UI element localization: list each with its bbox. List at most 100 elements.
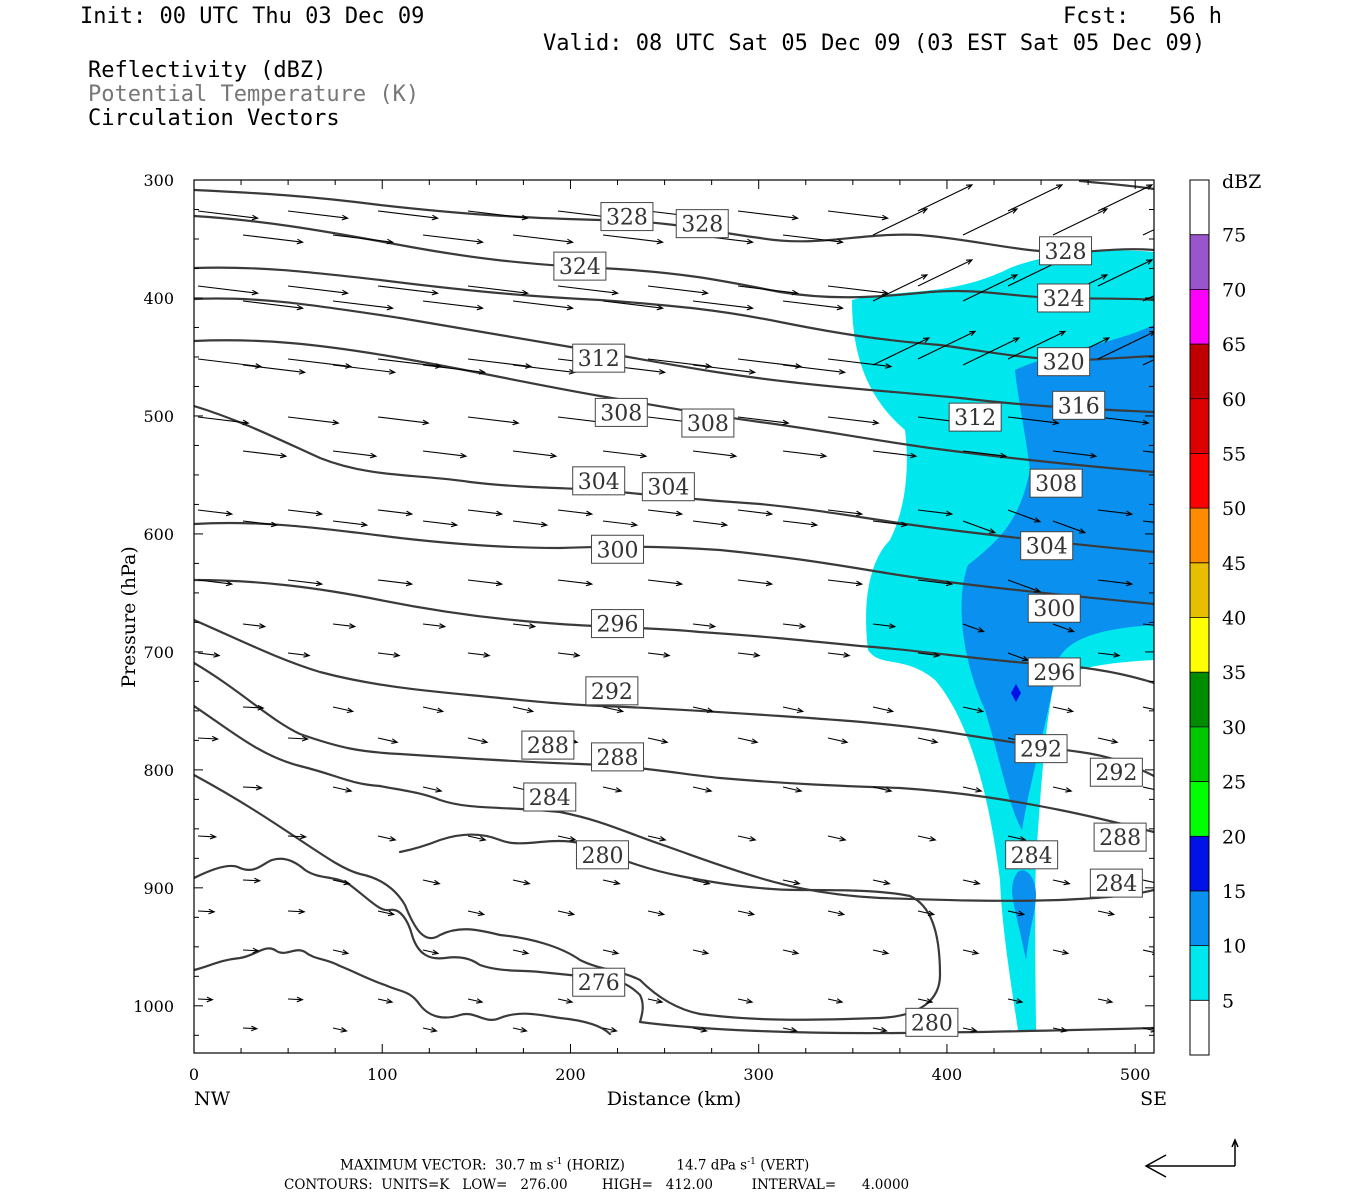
contour-328 [194,188,1154,254]
circulation-vector [332,786,353,793]
contour-280 [194,857,1154,1035]
circulation-vector [1142,786,1154,791]
x-tick-label-500: 500 [1120,1065,1151,1084]
circulation-vector [1007,579,1042,593]
circulation-vector [962,623,985,633]
colorbar-swatch-8 [1190,562,1209,618]
contour-label-308: 308 [1035,472,1077,497]
colorbar-level-35: 35 [1222,662,1246,684]
circulation-vector [1052,450,1098,459]
colorbar-level-50: 50 [1222,498,1246,520]
x-axis-label: Distance (km) [607,1088,742,1110]
circulation-vector [422,949,440,955]
circulation-vector [467,358,533,369]
circulation-vector [827,737,849,744]
circulation-vector [602,879,621,886]
circulation-vector [737,998,754,1004]
circulation-vector [782,623,807,629]
circulation-vector [1142,229,1154,236]
contour-292 [194,661,1154,834]
circulation-vector [287,210,350,221]
circulation-vector [692,786,713,793]
y-tick-label-600: 600 [143,525,174,544]
contour-label-280: 280 [581,844,623,869]
circulation-vector [917,737,939,744]
colorbar-swatch-1 [1190,945,1209,1001]
vert-value: 14.7 dPa s [676,1157,748,1174]
contour-label-276: 276 [578,971,620,996]
circulation-vector [377,998,394,1004]
x-axis-left-end-label: NW [194,1088,231,1110]
colorbar-level-55: 55 [1222,443,1246,465]
circulation-vector [197,735,220,742]
circulation-vector [512,879,531,886]
circulation-vector [512,234,575,245]
circulation-vector [377,579,414,587]
circulation-vector [1097,579,1134,587]
contour-304 [194,521,1154,606]
circulation-vector [962,208,1019,236]
contour-label-box-1 [675,209,729,239]
contour-label-box-9 [594,397,648,427]
circulation-vector [467,652,491,658]
contour-288 [194,704,1154,902]
circulation-vector [872,337,931,366]
contour-label-box-16 [1027,593,1081,623]
circulation-vector [692,364,757,375]
forecast-hour: Fcst: 56 h [1063,4,1222,29]
circulation-vector [692,1027,708,1033]
circulation-vector [1052,706,1075,714]
circulation-vector [1007,416,1060,426]
contour-label-box-13 [641,472,695,502]
y-tick-label-400: 400 [143,289,174,308]
circulation-vector [962,1027,978,1033]
circulation-vector [1052,623,1075,633]
colorbar-level-75: 75 [1222,225,1246,247]
colorbar-swatch-15 [1190,180,1209,235]
circulation-vector [422,786,443,793]
colorbar-swatch-10 [1190,453,1209,509]
contour-312 [194,339,1154,474]
circulation-vector [1142,706,1154,711]
contour-332 [1078,180,1154,191]
circulation-vector [827,998,844,1004]
circulation-vector [827,835,847,842]
circulation-vector [377,358,443,369]
contour-label-box-10 [681,408,735,438]
contour-label-box-2 [1039,236,1093,266]
circulation-vector [467,737,489,744]
contour-300 [194,578,1154,685]
circulation-vector [242,520,279,528]
colorbar-swatch-5 [1190,726,1209,782]
horiz-exponent: -1 [553,1157,563,1167]
circulation-vector [647,652,671,658]
circulation-vector [692,706,715,714]
circulation-vector [782,949,800,955]
circulation-vector [557,835,577,842]
colorbar-swatch-3 [1190,836,1209,891]
contour-label-box-28 [575,840,629,870]
colorbar-level-30: 30 [1222,717,1246,739]
contour-label-box-19 [585,676,639,706]
circulation-vector [1007,509,1042,523]
circulation-vector [287,416,340,426]
circulation-vector [782,450,828,459]
y-tick-label-500: 500 [143,407,174,426]
axis-tick-labels: 0 100 200 300 400 500 300 400 500 600 700 800 900 100… [133,171,1150,1084]
circulation-vector [737,910,756,917]
colorbar-swatch-11 [1190,398,1209,454]
contour-label-300: 300 [597,538,639,563]
circulation-vector [332,623,357,629]
circulation-vector [197,908,216,915]
max-vector-label: MAXIMUM VECTOR: [340,1157,487,1174]
contour-label-324: 324 [559,255,601,280]
circulation-vector [332,520,369,528]
colorbar-swatch-13 [1190,289,1209,345]
circulation-vector [377,210,440,221]
circulation-vector [332,879,351,886]
circulation-vector [422,1027,438,1033]
field-potential-temperature: Potential Temperature (K) [88,82,420,107]
circulation-vector [467,910,486,917]
circulation-vector [377,652,401,658]
